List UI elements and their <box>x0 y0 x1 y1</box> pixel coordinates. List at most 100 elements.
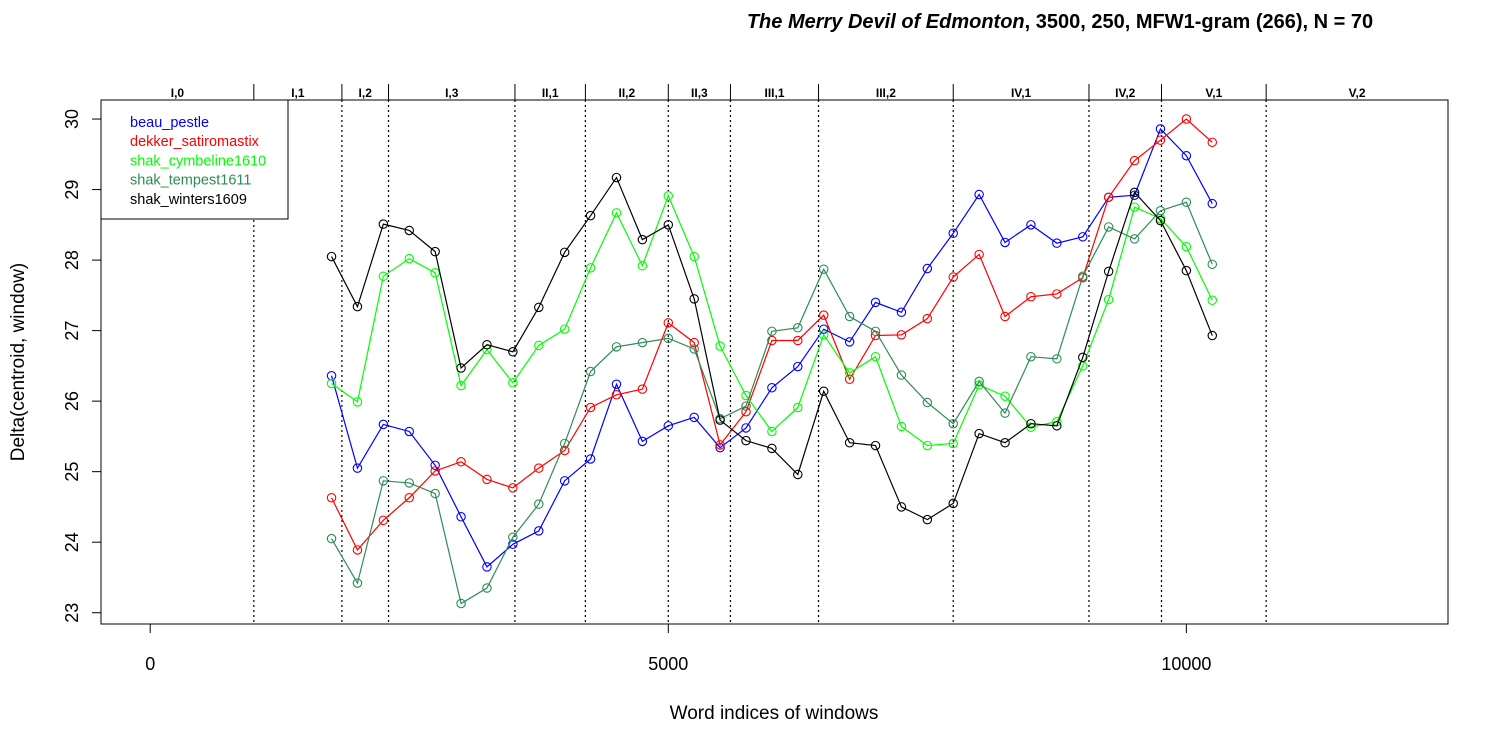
chart-title: The Merry Devil of Edmonton, 3500, 250, … <box>747 11 1373 33</box>
point-shak_cymbeline1610-18 <box>767 426 777 437</box>
point-beau_pestle-24 <box>922 263 933 274</box>
point-shak_winters1609-8 <box>508 347 518 357</box>
point-dekker_satiromastix-26 <box>974 249 984 260</box>
point-beau_pestle-5 <box>430 460 440 471</box>
point-dekker_satiromastix-31 <box>1103 192 1114 203</box>
point-beau_pestle-33 <box>1155 124 1166 134</box>
legend: beau_pestle dekker_satiromastix shak_cymbe… <box>100 99 289 220</box>
point-shak_cymbeline1610-12 <box>611 208 622 218</box>
point-beau_pestle-32 <box>1129 190 1140 200</box>
point-shak_cymbeline1610-15 <box>689 251 699 262</box>
point-shak_cymbeline1610-10 <box>559 324 570 334</box>
point-shak_cymbeline1610-21 <box>844 368 855 378</box>
point-shak_tempest1611-31 <box>1103 222 1114 232</box>
point-shak_cymbeline1610-11 <box>585 263 596 273</box>
point-shak_tempest1611-26 <box>974 376 984 387</box>
point-shak_tempest1611-9 <box>534 499 544 509</box>
point-shak_cymbeline1610-4 <box>404 253 415 264</box>
point-shak_winters1609-7 <box>482 339 492 350</box>
point-dekker_satiromastix-6 <box>456 457 466 467</box>
point-beau_pestle-13 <box>637 436 648 447</box>
y-tick-label-2: 24 <box>62 532 82 552</box>
point-dekker_satiromastix-25 <box>948 272 958 282</box>
point-shak_tempest1611-11 <box>585 366 596 377</box>
x-axis-label: Word indices of windows <box>670 703 879 724</box>
point-shak_tempest1611-34 <box>1181 197 1192 208</box>
point-dekker_satiromastix-9 <box>534 463 544 473</box>
point-beau_pestle-34 <box>1181 150 1192 161</box>
point-shak_cymbeline1610-3 <box>378 271 389 282</box>
point-beau_pestle-23 <box>896 307 907 318</box>
point-shak_tempest1611-29 <box>1052 354 1062 364</box>
point-shak_cymbeline1610-2 <box>352 397 363 407</box>
point-shak_winters1609-24 <box>922 514 933 525</box>
act-label-12: V,1 <box>1205 86 1222 100</box>
x-tick-label-2: 5000 <box>648 654 688 674</box>
point-dekker_satiromastix-18 <box>767 335 777 346</box>
point-shak_tempest1611-32 <box>1129 234 1140 244</box>
point-shak_winters1609-28 <box>1026 418 1036 429</box>
point-shak_cymbeline1610-8 <box>508 378 518 388</box>
point-shak_tempest1611-25 <box>948 418 958 429</box>
chart-title-italic: The Merry Devil of Edmonton <box>747 11 1025 33</box>
point-shak_cymbeline1610-31 <box>1103 294 1114 305</box>
series-shak_winters1609 <box>326 172 1218 525</box>
point-shak_winters1609-21 <box>844 438 855 448</box>
point-shak_tempest1611-15 <box>689 344 699 354</box>
point-dekker_satiromastix-33 <box>1155 135 1166 145</box>
y-tick-label-3: 25 <box>62 462 82 482</box>
act-label-9: III,2 <box>876 86 896 100</box>
point-shak_cymbeline1610-20 <box>818 330 829 340</box>
act-label-13: V,2 <box>1349 86 1366 100</box>
point-shak_tempest1611-30 <box>1078 271 1088 282</box>
point-shak_winters1609-23 <box>896 502 907 512</box>
point-dekker_satiromastix-2 <box>352 545 363 555</box>
point-dekker_satiromastix-4 <box>404 493 415 503</box>
act-scene-dividers <box>253 100 1267 624</box>
point-shak_winters1609-10 <box>559 247 570 258</box>
y-tick-label-6: 28 <box>62 250 82 270</box>
legend-box <box>100 99 289 220</box>
point-dekker_satiromastix-35 <box>1207 137 1218 148</box>
point-dekker_satiromastix-3 <box>378 515 389 526</box>
point-beau_pestle-14 <box>663 421 674 431</box>
point-shak_tempest1611-27 <box>1000 408 1010 418</box>
point-shak_tempest1611-12 <box>611 342 622 352</box>
y-tick-label-4: 26 <box>62 391 82 411</box>
point-beau_pestle-7 <box>482 562 492 572</box>
point-beau_pestle-18 <box>767 382 777 393</box>
point-shak_winters1609-27 <box>1000 438 1010 448</box>
point-dekker_satiromastix-16 <box>715 440 725 450</box>
point-dekker_satiromastix-17 <box>741 406 751 417</box>
act-label-6: II,2 <box>619 86 636 100</box>
point-shak_tempest1611-24 <box>922 397 933 408</box>
point-dekker_satiromastix-12 <box>611 390 622 400</box>
act-label-4: I,3 <box>445 86 459 100</box>
point-shak_winters1609-30 <box>1078 352 1088 363</box>
point-shak_tempest1611-23 <box>896 370 907 380</box>
point-shak_tempest1611-33 <box>1155 205 1166 216</box>
point-shak_winters1609-33 <box>1155 215 1166 226</box>
point-dekker_satiromastix-8 <box>508 483 518 493</box>
series-beau_pestle <box>326 124 1218 572</box>
point-beau_pestle-1 <box>326 371 337 381</box>
point-shak_cymbeline1610-27 <box>1000 391 1010 401</box>
point-shak_winters1609-3 <box>378 219 389 229</box>
point-shak_tempest1611-8 <box>508 532 518 543</box>
x-tick-label-1: 0 <box>145 654 155 674</box>
point-beau_pestle-21 <box>844 337 855 347</box>
point-shak_tempest1611-28 <box>1026 351 1036 362</box>
point-shak_tempest1611-20 <box>818 264 829 275</box>
series-shak_cymbeline1610 <box>326 191 1218 451</box>
point-dekker_satiromastix-28 <box>1026 292 1036 302</box>
point-shak_cymbeline1610-35 <box>1207 295 1218 306</box>
point-shak_tempest1611-4 <box>404 478 415 488</box>
point-shak_winters1609-35 <box>1207 330 1218 341</box>
point-shak_winters1609-31 <box>1103 266 1114 277</box>
point-shak_cymbeline1610-19 <box>793 402 803 413</box>
series-line-shak_winters1609 <box>331 176 1213 521</box>
point-shak_winters1609-11 <box>585 210 596 221</box>
point-shak_winters1609-14 <box>663 220 674 230</box>
point-shak_cymbeline1610-14 <box>663 191 674 201</box>
